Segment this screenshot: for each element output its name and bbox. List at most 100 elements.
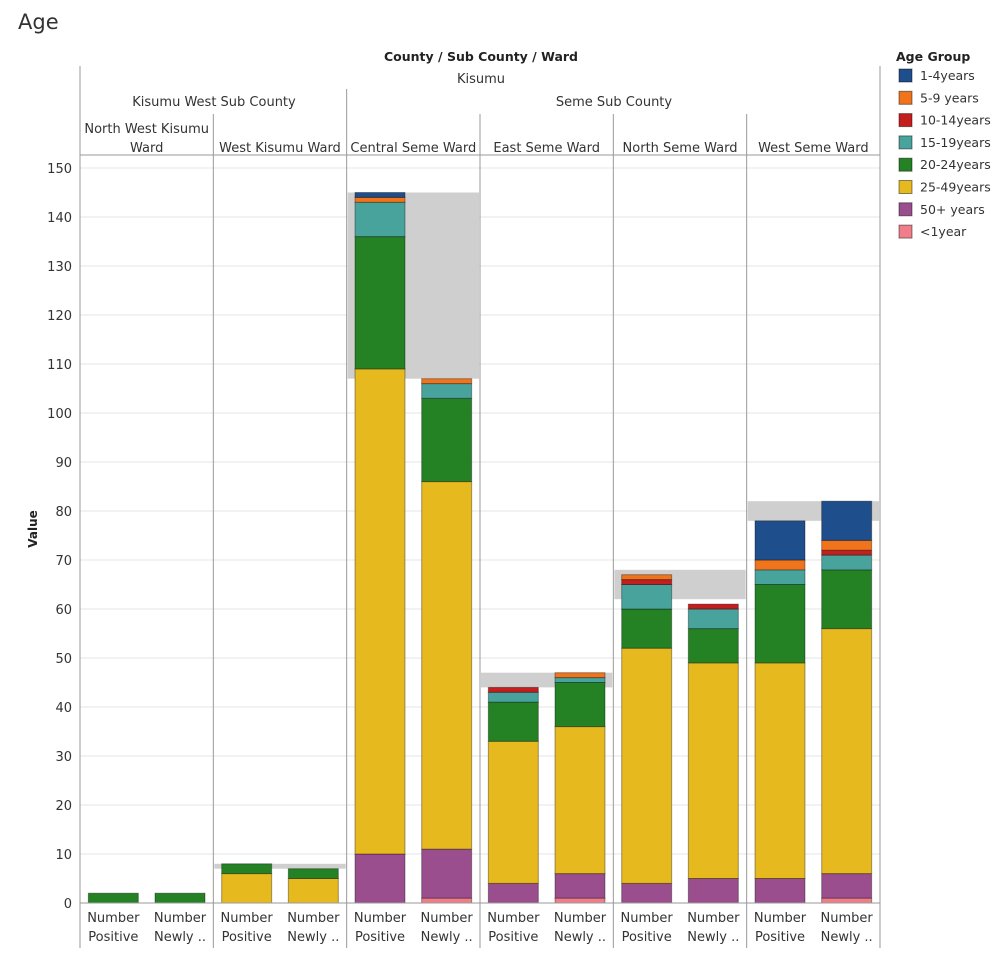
bar-segment xyxy=(354,236,406,370)
legend-swatch xyxy=(898,113,913,128)
bar-segment xyxy=(354,853,406,904)
bar-segment xyxy=(421,897,473,904)
bar-segment xyxy=(621,574,673,581)
bar-segment xyxy=(754,662,806,880)
ward-header-label: North Seme Ward xyxy=(623,141,738,156)
x-tick-label: Newly .. xyxy=(287,930,339,945)
legend-swatch xyxy=(898,180,913,194)
legend-label: <1year xyxy=(920,224,967,239)
chart-title: Age xyxy=(18,10,59,34)
x-tick-label: Newly .. xyxy=(154,930,206,945)
bar-segment xyxy=(821,628,873,875)
bar-segment xyxy=(754,559,806,571)
subcounty-header-kisumu-west: Kisumu West Sub County xyxy=(132,95,296,110)
y-tick-label: 100 xyxy=(47,407,72,422)
y-tick-label: 70 xyxy=(55,554,72,569)
bar-segment xyxy=(487,691,539,703)
bars xyxy=(87,192,873,904)
bar-segment xyxy=(821,539,873,551)
bar-segment xyxy=(687,628,739,664)
bar-segment xyxy=(354,196,406,203)
bar-segment xyxy=(487,740,539,884)
bar-segment xyxy=(621,647,673,884)
x-tick-label: Number xyxy=(287,911,340,926)
header-title: County / Sub County / Ward xyxy=(384,49,578,64)
y-tick-label: 50 xyxy=(55,652,72,667)
bar-segment xyxy=(821,554,873,571)
x-tick-label: Number xyxy=(687,911,740,926)
bar-segment xyxy=(754,584,806,664)
bar-segment xyxy=(487,686,539,693)
x-tick-label: Number xyxy=(221,911,274,926)
bar-segment xyxy=(754,878,806,904)
ward-header-label: North West Kisumu xyxy=(84,122,209,137)
x-tick-label: Positive xyxy=(222,930,272,945)
x-tick-label: Number xyxy=(754,911,807,926)
labels: 0 10 20 30 40 50 60 70 80 90 100 110 120 130 140 150 Nor… xyxy=(47,122,873,945)
x-tick-label: Positive xyxy=(622,930,672,945)
x-tick-label: Newly .. xyxy=(687,930,739,945)
y-tick-label: 30 xyxy=(55,750,72,765)
bar-segment xyxy=(421,481,473,850)
legend-swatch xyxy=(898,90,913,105)
y-tick-label: 0 xyxy=(64,897,72,912)
bar-segment xyxy=(754,569,806,585)
bar-segment xyxy=(421,378,473,385)
bar-segment xyxy=(754,520,806,561)
legend-label: 50+ years xyxy=(920,202,985,217)
bar-segment xyxy=(554,873,606,899)
x-tick-label: Number xyxy=(821,911,874,926)
bar-segment xyxy=(821,873,873,899)
x-tick-label: Positive xyxy=(488,930,538,945)
bar-segment xyxy=(487,882,539,904)
y-tick-label: 40 xyxy=(55,701,72,716)
legend-swatch xyxy=(898,68,913,83)
legend: 1-4years 5-9 years 10-14years 15-19years 20-… xyxy=(898,68,991,239)
x-tick-label: Newly .. xyxy=(821,930,873,945)
legend-swatch xyxy=(898,157,913,172)
y-tick-label: 90 xyxy=(55,456,72,471)
county-header: Kisumu xyxy=(457,72,505,87)
legend-label: 20-24years xyxy=(920,157,991,172)
legend-label: 1-4years xyxy=(920,68,975,83)
bar-segment xyxy=(821,569,873,630)
legend-swatch xyxy=(898,135,913,150)
y-axis-label: Value xyxy=(26,510,40,548)
panel-frame xyxy=(79,66,881,948)
y-tick-label: 140 xyxy=(47,211,72,226)
legend-title: Age Group xyxy=(896,49,970,64)
bar-segment xyxy=(687,662,739,880)
legend-label: 15-19years xyxy=(920,135,991,150)
legend-label: 5-9 years xyxy=(920,90,979,105)
bar-segment xyxy=(487,701,539,742)
bar-segment xyxy=(354,192,406,198)
bar-segment xyxy=(554,897,606,904)
x-tick-label: Number xyxy=(487,911,540,926)
y-tick-label: 130 xyxy=(47,260,72,275)
x-tick-label: Positive xyxy=(355,930,405,945)
x-tick-label: Newly .. xyxy=(421,930,473,945)
x-tick-label: Positive xyxy=(755,930,805,945)
x-tick-label: Number xyxy=(87,911,140,926)
ward-header-label: Central Seme Ward xyxy=(350,141,476,156)
bar-segment xyxy=(687,603,739,610)
ward-header-label: East Seme Ward xyxy=(493,141,600,156)
legend-label: 25-49years xyxy=(920,180,991,195)
ward-header-label: West Seme Ward xyxy=(758,141,869,156)
x-tick-label: Newly .. xyxy=(554,930,606,945)
ward-header-label: West Kisumu Ward xyxy=(219,141,341,156)
ward-header-label: Ward xyxy=(130,141,163,156)
bar-segment xyxy=(287,868,339,880)
bar-segment xyxy=(621,882,673,904)
bar-segment xyxy=(221,873,273,904)
bar-segment xyxy=(287,878,339,904)
bar-segment xyxy=(421,383,473,399)
bar-segment xyxy=(821,549,873,556)
bar-segment xyxy=(421,397,473,483)
bar-segment xyxy=(554,682,606,728)
y-tick-label: 10 xyxy=(55,848,72,863)
legend-label: 10-14years xyxy=(920,113,991,128)
y-tick-label: 120 xyxy=(47,309,72,324)
y-tick-label: 20 xyxy=(55,799,72,814)
